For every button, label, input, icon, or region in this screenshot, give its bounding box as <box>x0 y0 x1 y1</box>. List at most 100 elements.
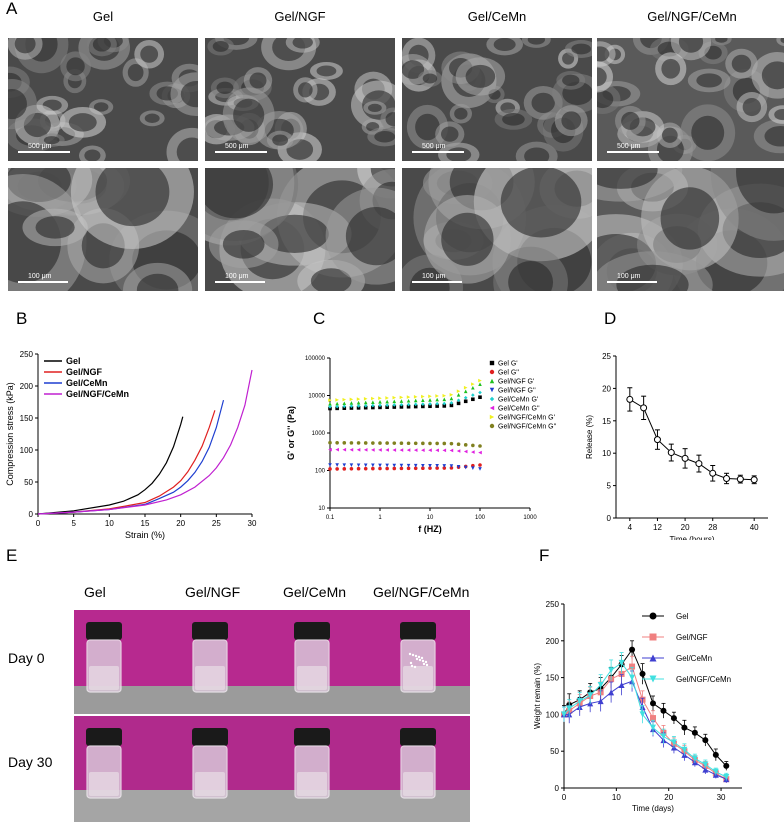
data-point <box>363 400 368 405</box>
data-point <box>413 395 418 399</box>
legend-label: Gel G'' <box>498 370 519 377</box>
sem-pore <box>736 168 784 214</box>
sem-pore <box>661 58 681 79</box>
data-point <box>471 397 475 402</box>
data-point <box>371 463 375 468</box>
data-point <box>385 463 389 468</box>
data-point <box>392 441 397 445</box>
data-point <box>712 768 719 775</box>
sem-pore <box>493 38 516 52</box>
data-point <box>660 733 667 740</box>
data-point <box>363 466 368 471</box>
y-axis-label: Release (%) <box>585 415 594 459</box>
data-point <box>356 397 361 401</box>
data-point <box>399 399 404 403</box>
legend-marker <box>489 414 495 420</box>
data-point <box>428 394 432 399</box>
sem-texture <box>8 38 198 161</box>
series-markers <box>328 382 482 406</box>
scale-bar-label: 100 μm <box>617 273 641 280</box>
vial <box>294 622 330 693</box>
sem-pore <box>212 40 229 52</box>
sem-pore <box>597 67 607 87</box>
data-point <box>413 398 418 403</box>
vial-cap <box>400 728 436 746</box>
x-tick-label: 5 <box>71 519 76 528</box>
data-point <box>349 466 354 471</box>
y-tick-label: 0 <box>555 784 560 793</box>
data-point <box>335 447 339 452</box>
data-point <box>399 463 404 468</box>
sem-pore <box>597 46 610 62</box>
y-tick-label: 50 <box>550 747 559 756</box>
legend-label: Gel/NGF G' <box>498 379 534 386</box>
data-point <box>392 399 397 404</box>
data-point <box>328 447 332 452</box>
data-point <box>356 466 361 471</box>
series-line <box>563 648 727 767</box>
data-point <box>413 463 418 468</box>
data-point <box>421 398 425 402</box>
data-point <box>435 394 439 398</box>
data-point <box>363 396 368 401</box>
scale-bar-line <box>215 151 267 153</box>
data-point <box>639 711 646 718</box>
sem-pore <box>233 98 265 132</box>
data-point <box>449 396 454 401</box>
data-point <box>335 467 339 471</box>
sem-pore <box>180 80 198 108</box>
sem-pore <box>84 149 101 161</box>
series-markers <box>328 463 482 471</box>
legend-label: Gel/NGF/CeMn G'' <box>498 424 556 431</box>
data-point <box>385 399 389 404</box>
sem-pore <box>500 168 582 238</box>
x-tick-label: 0 <box>562 793 567 802</box>
data-point <box>399 466 404 471</box>
legend-marker <box>649 612 657 620</box>
legend-marker <box>649 633 657 641</box>
vial-particle <box>425 663 429 667</box>
sem-pore <box>597 168 658 189</box>
data-point <box>449 392 454 397</box>
sem-pore <box>616 264 689 291</box>
series-markers <box>328 440 482 448</box>
panel-f-letter: F <box>539 546 550 565</box>
scale-bar-label: 100 μm <box>422 273 446 280</box>
data-point <box>406 448 411 452</box>
data-point <box>442 441 447 446</box>
data-point <box>371 396 375 401</box>
scale-bar-label: 500 μm <box>422 143 446 150</box>
scale-bar-label: 100 μm <box>225 273 249 280</box>
vial-cap <box>294 728 330 746</box>
data-point <box>456 449 461 453</box>
data-point <box>378 466 382 471</box>
data-point <box>328 467 332 471</box>
data-point <box>371 466 375 471</box>
data-point <box>385 448 389 452</box>
x-tick-label: 1000 <box>523 515 537 521</box>
x-axis-label: Time (days) <box>632 804 674 813</box>
sem-pore <box>316 65 337 77</box>
data-point <box>342 401 347 406</box>
legend-marker <box>649 675 657 683</box>
panel-e-row-day0: Day 0 <box>8 650 45 666</box>
data-point <box>413 404 418 409</box>
data-point <box>363 448 368 452</box>
panel-a-col-gel: Gel <box>92 9 114 24</box>
data-point <box>349 447 354 452</box>
data-point <box>566 705 573 712</box>
data-point <box>471 443 475 448</box>
data-point <box>463 389 468 394</box>
sem-pore <box>93 102 109 112</box>
data-point <box>435 441 439 446</box>
legend-label: Gel G' <box>498 361 518 368</box>
panel-e-letter: E <box>6 546 18 565</box>
data-point <box>471 450 475 454</box>
vial-particle <box>410 664 414 668</box>
vial <box>86 622 122 693</box>
data-point <box>435 397 439 402</box>
data-point <box>385 466 389 471</box>
y-tick-label: 10 <box>318 506 325 512</box>
data-point <box>449 464 454 468</box>
data-point <box>435 464 439 468</box>
